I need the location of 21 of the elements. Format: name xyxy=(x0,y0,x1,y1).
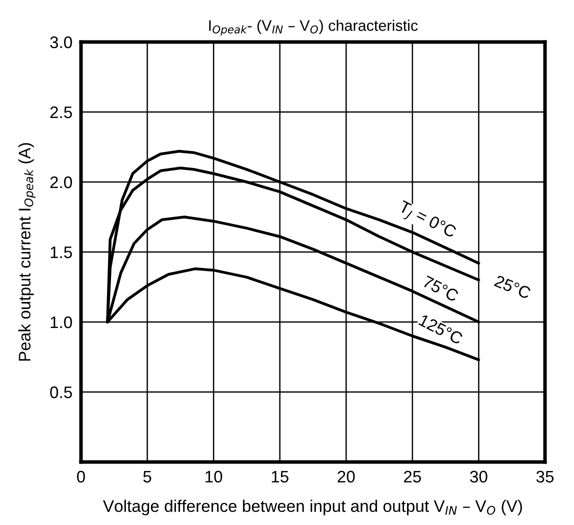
annotation: 125°C xyxy=(418,314,464,345)
y-tick-label: 3.0 xyxy=(50,36,72,48)
x-tick-label: 20 xyxy=(338,470,355,483)
x-axis-title: Voltage difference between input and output V$_{IN}$ – V$_{O}$ (V) xyxy=(102,500,522,516)
annotation: 75°C xyxy=(422,275,460,302)
y-tick-label: 1.0 xyxy=(50,316,72,328)
x-tick-label: 0 xyxy=(77,470,85,483)
x-tick-label: 5 xyxy=(143,470,152,483)
annotation: 25°C xyxy=(494,274,532,300)
y-axis-title: Peak output current I$_{Opeak}$ (A) xyxy=(18,143,36,361)
chart-title: I$_{Opeak}$- (V$_{IN}$ – V$_{O}$) characteristic xyxy=(209,20,418,36)
x-tick-label: 25 xyxy=(404,470,421,483)
x-tick-label: 15 xyxy=(272,470,288,483)
x-tick-label: 10 xyxy=(206,470,222,483)
annotation: T$_{J}$ = 0°C xyxy=(396,200,458,242)
x-tick-label: 30 xyxy=(470,470,488,483)
y-tick-label: 2.0 xyxy=(50,176,72,188)
y-tick-label: 1.5 xyxy=(50,246,72,258)
x-tick-label: 35 xyxy=(536,470,554,483)
y-tick-label: 2.5 xyxy=(50,106,72,118)
y-tick-label: 0.5 xyxy=(50,386,72,398)
